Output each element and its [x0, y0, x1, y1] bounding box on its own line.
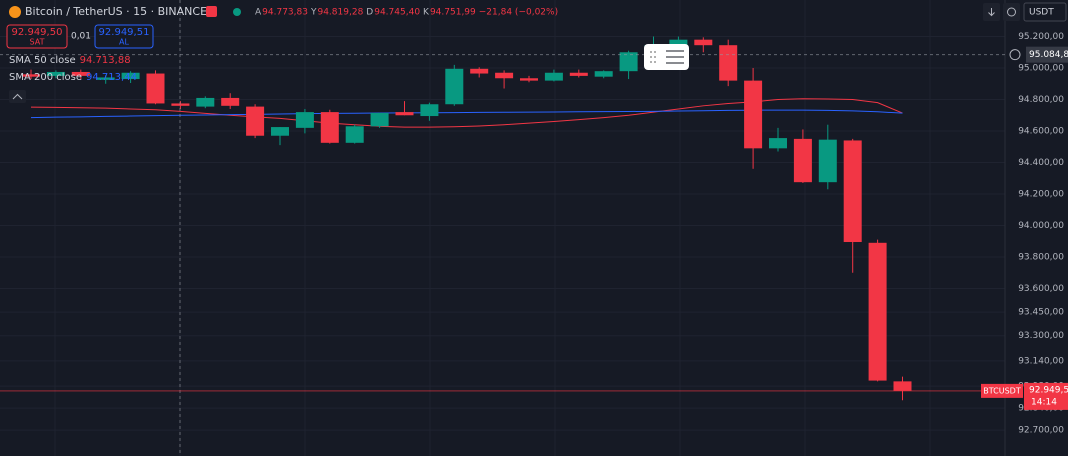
last-price-bg: [1024, 382, 1068, 410]
candle-body: [395, 112, 414, 116]
ohlc-key: D: [366, 8, 373, 18]
ohlc-key: Y: [310, 8, 317, 18]
currency: USDT: [1029, 8, 1054, 18]
y-tick-label: 94.200,00: [1018, 189, 1064, 199]
spread: 0,01: [71, 32, 91, 42]
reset-icon: [1007, 7, 1016, 17]
sell-button[interactable]: [6, 24, 68, 49]
y-tick-label: 93.140,00: [1018, 356, 1064, 366]
candle-body: [71, 71, 90, 76]
candle-body: [320, 112, 339, 143]
candle-body: [669, 39, 688, 46]
menu-button[interactable]: [644, 44, 689, 70]
ohlc-value: 94.819,28: [317, 8, 363, 18]
currency-select[interactable]: [1023, 2, 1067, 22]
market-dot: [233, 8, 241, 16]
candle-body: [196, 97, 215, 107]
y-tick-label: 95.000,00: [1018, 64, 1064, 74]
candle-body: [818, 139, 837, 183]
candle-body: [544, 72, 563, 81]
countdown: 14:14: [1031, 397, 1057, 407]
ohlc-value: 94.751,99: [430, 8, 476, 18]
symbol: Bitcoin / TetherUS · 15 · BINANCE: [25, 5, 207, 18]
y-tick-label: 94.600,00: [1018, 127, 1064, 137]
legend-value: 94.713,88: [80, 55, 131, 66]
ohlc-change: −21,84 (−0,02%): [479, 8, 558, 18]
legend-name: SMA 50 close: [9, 55, 76, 66]
ohlc-value: 94.773,83: [262, 8, 308, 18]
legend-value: 94.713,44: [86, 72, 137, 83]
ohlc-key: K: [423, 8, 430, 18]
ohlc-key: A: [255, 8, 262, 18]
y-tick-label: 94.000,00: [1018, 221, 1064, 231]
y-tick-label: 95.200,00: [1018, 32, 1064, 42]
collapse-button[interactable]: [9, 90, 26, 103]
candle-body: [694, 39, 713, 46]
buy-label: AL: [119, 38, 129, 47]
candle-body: [843, 140, 862, 243]
candle-body: [619, 52, 638, 72]
candle-body: [893, 381, 912, 391]
candle-body: [22, 74, 40, 77]
candle-body: [793, 138, 812, 183]
candle-body: [520, 78, 538, 81]
y-tick-label: 93.600,00: [1018, 284, 1064, 294]
add-alert-icon: [1009, 49, 1021, 61]
y-tick-label: 93.450,00: [1018, 308, 1064, 318]
candle-body: [868, 242, 887, 381]
candle-body: [594, 71, 613, 77]
ohlc-value: 94.745,40: [374, 8, 420, 18]
status-icon: [206, 6, 217, 17]
candle-body: [569, 72, 588, 76]
sell-price: 92.949,50: [12, 27, 63, 38]
candle-body: [719, 45, 738, 81]
crosshair-label-bg: [1026, 46, 1068, 63]
ticker-label: BTCUSDT: [983, 386, 1021, 395]
y-tick-label: 93.300,00: [1018, 331, 1064, 341]
collapse-icon: [12, 93, 23, 100]
y-tick-label: 94.800,00: [1018, 95, 1064, 105]
candle-body: [420, 104, 439, 117]
candle-body: [121, 72, 140, 80]
buy-price: 92.949,51: [99, 27, 150, 38]
y-tick-label: 92.700,00: [1018, 426, 1064, 436]
candle-body: [495, 72, 514, 79]
ticker-bg: [981, 383, 1023, 398]
candle-body: [370, 112, 389, 127]
reset-button[interactable]: [1003, 3, 1020, 21]
sell-label: SAT: [30, 38, 45, 47]
candle-body: [46, 71, 65, 76]
candle-body: [246, 106, 265, 136]
candle-body: [221, 97, 240, 106]
candle-body: [271, 127, 289, 136]
candle-body: [146, 73, 165, 104]
candle-body: [345, 126, 364, 143]
y-tick-label: 93.800,00: [1018, 252, 1064, 262]
buy-button[interactable]: [94, 24, 154, 49]
coin-icon: [9, 6, 21, 18]
candle-body: [445, 68, 464, 105]
candle-body: [769, 138, 787, 149]
candle-body: [470, 68, 489, 74]
candle-body: [744, 80, 763, 149]
legend-name: SMA 200 close: [9, 72, 82, 83]
last-price-label: 92.949,50: [1029, 385, 1068, 395]
candle-body: [295, 112, 314, 128]
candle-body: [96, 77, 115, 80]
scroll-icon: [988, 8, 995, 17]
crosshair-label: 95.084,87: [1029, 50, 1068, 60]
y-tick-label: 94.400,00: [1018, 158, 1064, 168]
